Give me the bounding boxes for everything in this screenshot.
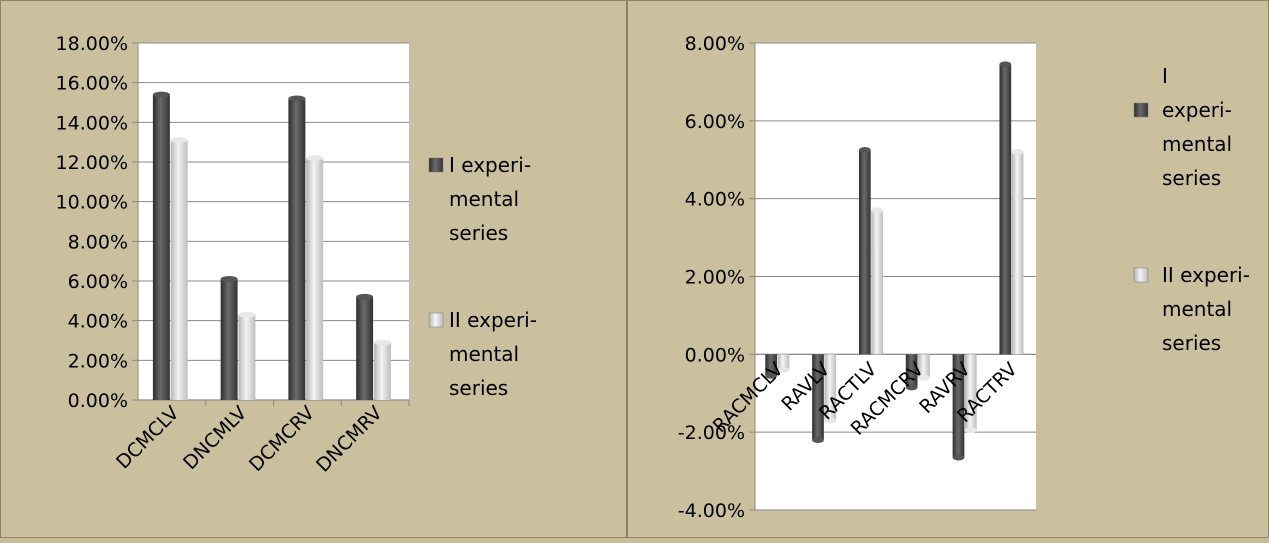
bar-series1: [858, 150, 871, 355]
bar-cap: [152, 91, 170, 98]
bar-series2: [306, 158, 324, 400]
y-tick-label: 12.00%: [56, 152, 128, 174]
category-label: DNCMLV: [179, 402, 251, 474]
bar-series1: [220, 279, 238, 400]
category-label: DCMCRV: [245, 402, 319, 476]
bar-cap: [220, 276, 238, 283]
legend-label: I experi-: [449, 153, 531, 177]
bar-cap: [812, 436, 824, 443]
y-tick-label: 2.00%: [685, 267, 745, 289]
bar-cap: [777, 366, 790, 373]
bar-series2: [777, 354, 790, 370]
y-tick-label: -2.00%: [678, 422, 745, 444]
bar-series1: [812, 354, 824, 440]
bar-series1: [356, 296, 374, 400]
right-chart: -4.00%-2.00%0.00%2.00%4.00%6.00%8.00%RAC…: [678, 33, 1250, 522]
bar-cap: [964, 427, 977, 434]
bar-series2: [1011, 151, 1024, 355]
category-label: DNCMRV: [312, 402, 387, 477]
left-chart-panel: 0.00% 2.00% 4.00% 6.00% 8.00% 10.00% 12.00% 14.…: [0, 0, 627, 538]
legend-label: series: [449, 376, 508, 400]
legend-label: series: [1162, 166, 1221, 190]
bar-cap: [999, 61, 1012, 68]
category-label: DCMCLV: [112, 402, 183, 473]
y-tick-label: 4.00%: [685, 189, 745, 211]
y-tick-label: 0.00%: [68, 390, 128, 412]
legend-label: II experi-: [1162, 263, 1250, 287]
legend-label: I: [1162, 64, 1168, 88]
bar-series1: [152, 94, 170, 401]
right-chart-panel: -4.00% -2.00% 0.00% 2.00% 4.00% 6.00% 8.00% RAC…: [627, 0, 1269, 538]
y-tick-label: 2.00%: [68, 350, 128, 372]
legend-swatch: [428, 157, 444, 173]
legend-label: II experi-: [449, 308, 537, 332]
bar-series2: [964, 354, 977, 431]
bar-cap: [918, 374, 930, 381]
legend-label: series: [1162, 331, 1221, 355]
bar-cap: [306, 155, 324, 162]
bar-series1: [999, 64, 1012, 355]
y-tick-label: 8.00%: [68, 231, 128, 253]
bar-series2: [871, 210, 883, 355]
y-tick-label: 6.00%: [685, 111, 745, 133]
bar-series2: [824, 354, 837, 421]
bar-series1: [952, 354, 965, 458]
legend-swatch: [428, 312, 444, 328]
bar-cap: [765, 372, 778, 379]
y-tick-label: 10.00%: [56, 192, 128, 214]
bar-cap: [356, 293, 374, 300]
y-tick-label: 18.00%: [56, 33, 128, 55]
bar-cap: [871, 207, 883, 214]
bar-series1: [765, 354, 778, 376]
bar-cap: [373, 339, 391, 346]
legend-label: experi-: [1162, 98, 1232, 122]
legend-label: mental: [449, 342, 519, 366]
y-tick-label: 14.00%: [56, 112, 128, 134]
left-chart: 0.00% 2.00% 4.00% 6.00% 8.00% 10.00% 12.00% 14.…: [56, 33, 537, 477]
bar-series1: [905, 354, 918, 388]
y-tick-label: 0.00%: [685, 344, 745, 366]
bar-cap: [238, 311, 256, 318]
bar-cap: [905, 384, 918, 391]
bar-cap: [858, 147, 871, 154]
y-tick-label: 16.00%: [56, 73, 128, 95]
bar-series2: [170, 140, 188, 400]
bar-series1: [288, 98, 306, 401]
bar-series2: [238, 314, 256, 400]
bar-cap: [952, 454, 965, 461]
y-tick-label: 4.00%: [68, 311, 128, 333]
legend-swatch: [1133, 267, 1149, 283]
bar-series2: [373, 342, 391, 400]
y-tick-label: -4.00%: [678, 500, 745, 522]
legend-label: mental: [1162, 132, 1232, 156]
bar-cap: [1011, 148, 1024, 155]
legend-label: mental: [1162, 297, 1232, 321]
bar-cap: [288, 95, 306, 102]
y-tick-label: 8.00%: [685, 33, 745, 55]
legend-swatch: [1133, 102, 1149, 118]
bar-cap: [824, 417, 837, 424]
y-tick-label: 6.00%: [68, 271, 128, 293]
bar-series2: [918, 354, 930, 378]
bar-cap: [170, 137, 188, 144]
legend-label: mental: [449, 187, 519, 211]
legend-label: series: [449, 221, 508, 245]
